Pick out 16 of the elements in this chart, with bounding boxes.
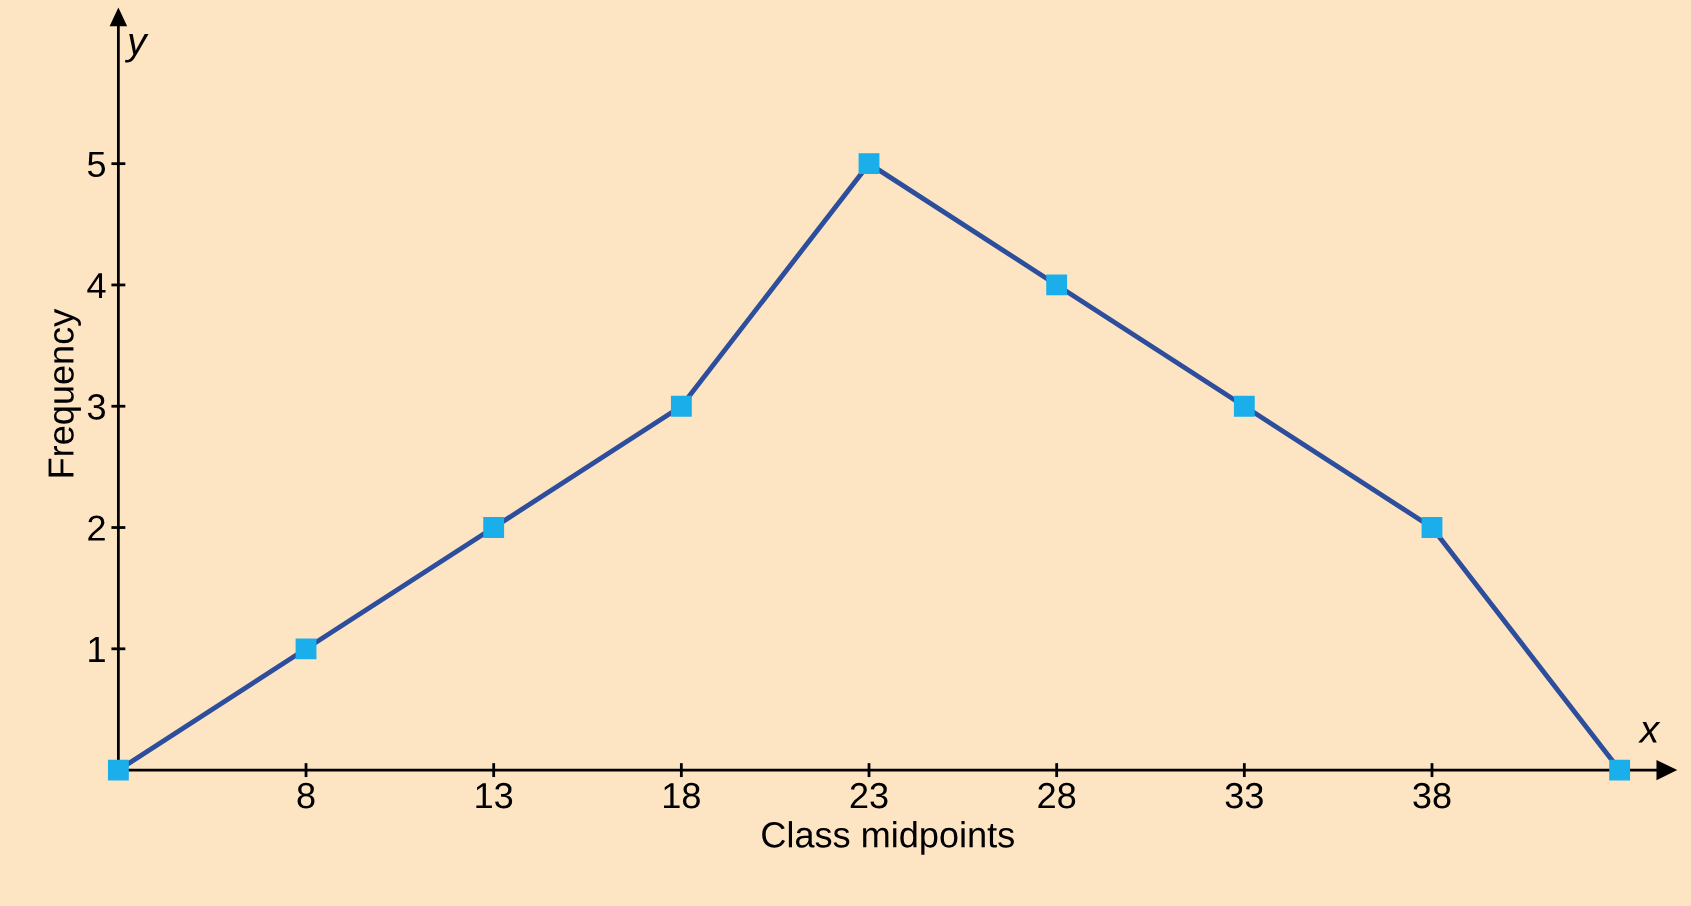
x-tick-label: 33 [1225,782,1263,809]
annotation: y [124,33,149,63]
x-tick-label: 28 [1038,782,1076,809]
y-tick-label: 3 [87,394,105,420]
x-tick-label: 23 [850,782,888,809]
x-tick-label: 18 [664,782,700,809]
y-tick-label: 4 [87,273,106,299]
x-tick-label: 13 [476,782,513,809]
x-tick-label: 38 [1413,782,1451,809]
y-tick-label: 5 [87,151,106,178]
y-tick-label: 1 [89,637,105,662]
y-tick-label: 2 [88,515,105,541]
y-axis-title: Frequency [48,308,81,477]
x-axis-title: Class midpoints [762,821,1014,855]
x-tick-label: 8 [297,782,315,809]
annotation: x [1638,722,1661,743]
